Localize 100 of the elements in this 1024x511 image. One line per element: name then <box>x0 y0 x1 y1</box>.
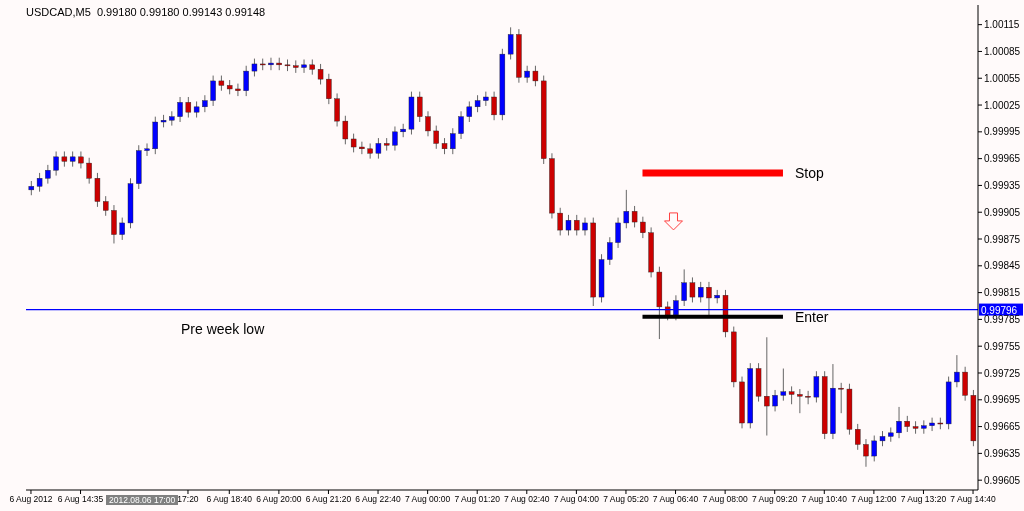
candlestick <box>334 92 340 127</box>
x-tick-label: 6 Aug 18:40 <box>206 494 253 505</box>
y-tick-label: 0.99635 <box>984 447 1021 459</box>
series-label: Enter <box>794 308 829 325</box>
candlestick <box>574 214 580 236</box>
candlestick <box>94 172 101 208</box>
x-tick-label: 7 Aug 01:20 <box>454 494 501 505</box>
x-tick-label: 7 Aug 14:40 <box>950 494 996 505</box>
candlestick <box>640 216 646 239</box>
candlestick <box>433 125 439 150</box>
candlestick <box>805 390 811 405</box>
x-tick-label: 6 Aug 20:00 <box>256 494 302 505</box>
x-tick-label: 7 Aug 13:20 <box>900 494 947 505</box>
candlestick <box>615 217 621 249</box>
candlestick <box>53 150 59 177</box>
candlestick <box>491 91 497 121</box>
candlestick <box>301 58 307 74</box>
text: 2012.08.06 17:00 <box>106 495 179 505</box>
candlestick <box>177 96 183 123</box>
chart-title: USDCAD,M5 0.99180 0.99180 0.99143 0.99148 <box>26 6 266 18</box>
candlestick <box>607 236 613 266</box>
x-tick-label: 7 Aug 12:00 <box>851 494 897 505</box>
candlestick <box>954 354 960 388</box>
candlestick <box>268 57 274 71</box>
y-tick-label: 0.99725 <box>984 367 1021 379</box>
x-tick-label: 7 Aug 08:00 <box>702 494 749 505</box>
candlestick <box>780 368 787 402</box>
y-tick-label: 0.99665 <box>984 421 1021 433</box>
x-tick-label: 7 Aug 06:40 <box>652 494 699 505</box>
y-tick-label: 0.99965 <box>984 153 1021 165</box>
candlestick <box>86 157 92 185</box>
x-tick-label: 7 Aug 04:00 <box>553 494 600 505</box>
candlestick <box>392 125 398 152</box>
candlestick <box>458 110 464 140</box>
y-tick-label: 1.00085 <box>984 46 1021 57</box>
candlestick <box>119 217 125 241</box>
candlestick <box>929 417 935 432</box>
x-tick-label: 7 Aug 05:20 <box>603 494 649 505</box>
candlestick <box>772 389 778 412</box>
candlestick <box>202 94 208 113</box>
x-tick-label: 7 Aug 00:00 <box>404 494 451 505</box>
candlestick <box>838 382 844 414</box>
y-tick-label: 0.99845 <box>984 260 1021 272</box>
y-tick-label: 0.99755 <box>984 340 1021 352</box>
candlestick <box>144 142 150 157</box>
candlestick <box>450 127 456 155</box>
candlestick <box>185 96 192 119</box>
candlestick <box>797 388 803 414</box>
y-tick-label: 0.99785 <box>984 313 1021 325</box>
candlestick <box>210 75 216 107</box>
y-tick-label: 0.99875 <box>984 233 1021 245</box>
candlestick <box>359 141 365 155</box>
y-tick-label: 1.00025 <box>984 99 1021 111</box>
candlestick <box>103 195 109 217</box>
x-tick-label: 6 Aug 14:35 <box>57 494 104 505</box>
y-tick-label: 0.99605 <box>984 474 1021 486</box>
x-tick-label: 7 Aug 02:40 <box>504 494 550 505</box>
series-label: Stop <box>794 164 824 181</box>
candlestick <box>36 172 43 193</box>
y-tick-label: 0.99995 <box>984 126 1021 138</box>
candlestick <box>698 281 704 303</box>
candlestick <box>962 366 968 402</box>
candlestick <box>45 164 51 185</box>
candlestick <box>235 83 241 97</box>
candlestick <box>764 336 770 437</box>
x-tick-label: 6 Aug 22:40 <box>355 494 401 505</box>
x-tick-label: 7 Aug 09:20 <box>752 494 798 505</box>
candlestick <box>417 91 423 123</box>
candlestick <box>326 73 332 105</box>
candlestick <box>367 142 373 160</box>
y-tick-label: 0.99935 <box>984 179 1021 191</box>
ref-line-label: 0.99796 <box>981 304 1018 316</box>
y-tick-label: 0.99695 <box>984 394 1021 406</box>
candlestick <box>813 370 820 403</box>
candlestick <box>863 438 869 468</box>
y-tick-label: 1.00115 <box>984 19 1020 31</box>
x-tick-label: 17:20 <box>177 494 199 505</box>
candlestick <box>557 207 563 236</box>
candlestick <box>689 276 696 303</box>
x-tick-label: 6 Aug 21:20 <box>305 494 352 505</box>
annotation: Pre week low <box>181 320 266 337</box>
candlestick <box>855 423 861 451</box>
candlestick <box>623 189 630 229</box>
candlestick <box>532 65 539 87</box>
y-tick-label: 0.99815 <box>984 287 1021 299</box>
candlestick <box>896 406 902 439</box>
candlestick <box>706 281 712 318</box>
x-tick-label: 6 Aug 2012 <box>9 494 53 505</box>
candlestick <box>243 65 249 97</box>
candlestick <box>871 435 877 462</box>
candlestick <box>317 63 324 85</box>
candlestick <box>681 268 687 307</box>
candlestick <box>631 205 638 228</box>
candlestick <box>375 137 382 160</box>
candlestick <box>466 100 473 123</box>
candlestick <box>565 214 572 236</box>
candlestick <box>425 110 431 137</box>
y-tick-label: 0.99905 <box>984 206 1021 218</box>
y-tick-label: 1.00055 <box>984 72 1021 84</box>
candlestick <box>78 150 84 169</box>
